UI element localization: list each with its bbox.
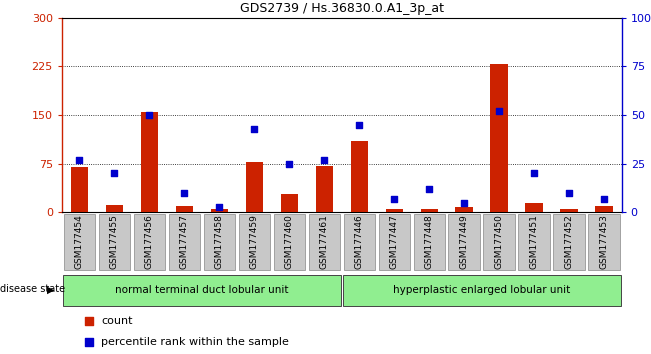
Text: GSM177458: GSM177458 (215, 214, 224, 269)
Text: count: count (101, 316, 133, 326)
Point (109, 171, 120, 176)
Point (319, 157, 329, 163)
Bar (210, 209, 228, 212)
Point (389, 196, 400, 202)
Text: GSM177452: GSM177452 (564, 214, 574, 269)
FancyBboxPatch shape (344, 213, 375, 270)
Bar (316, 166, 333, 212)
Bar (105, 205, 123, 212)
FancyBboxPatch shape (63, 275, 340, 306)
Text: GSM177459: GSM177459 (250, 214, 259, 269)
Text: GSM177460: GSM177460 (284, 214, 294, 269)
FancyBboxPatch shape (238, 213, 270, 270)
Point (424, 186, 434, 192)
FancyBboxPatch shape (169, 213, 200, 270)
Point (144, 112, 154, 118)
Text: GSM177456: GSM177456 (145, 214, 154, 269)
Point (467, 27, 478, 33)
Point (529, 171, 540, 176)
Point (599, 196, 609, 202)
Text: GSM177455: GSM177455 (110, 214, 119, 269)
Bar (245, 162, 263, 212)
Bar (456, 207, 473, 212)
FancyBboxPatch shape (309, 213, 340, 270)
Point (467, 224, 478, 229)
Text: normal terminal duct lobular unit: normal terminal duct lobular unit (115, 285, 288, 295)
Point (284, 161, 294, 167)
Point (354, 122, 365, 128)
FancyBboxPatch shape (484, 213, 515, 270)
Point (564, 190, 574, 196)
Text: GSM177449: GSM177449 (460, 214, 469, 269)
Bar (596, 206, 613, 212)
Text: GSM177453: GSM177453 (600, 214, 609, 269)
Bar (281, 194, 298, 212)
Point (74, 157, 85, 163)
Text: ▶: ▶ (47, 285, 55, 295)
Bar (176, 206, 193, 212)
Bar (490, 64, 508, 212)
Bar (385, 209, 403, 212)
Point (459, 200, 469, 205)
Bar (70, 167, 88, 212)
FancyBboxPatch shape (64, 213, 95, 270)
Text: GSM177454: GSM177454 (75, 214, 84, 269)
Bar (561, 209, 578, 212)
Bar (421, 209, 438, 212)
Text: hyperplastic enlarged lobular unit: hyperplastic enlarged lobular unit (393, 285, 570, 295)
FancyBboxPatch shape (589, 213, 620, 270)
FancyBboxPatch shape (553, 213, 585, 270)
FancyBboxPatch shape (378, 213, 410, 270)
Text: GSM177457: GSM177457 (180, 214, 189, 269)
Title: GDS2739 / Hs.36830.0.A1_3p_at: GDS2739 / Hs.36830.0.A1_3p_at (240, 2, 444, 15)
Text: GSM177446: GSM177446 (355, 214, 364, 269)
Bar (350, 141, 368, 212)
Text: GSM177447: GSM177447 (390, 214, 399, 269)
Text: GSM177448: GSM177448 (424, 214, 434, 269)
Point (249, 126, 260, 131)
Point (494, 108, 505, 114)
FancyBboxPatch shape (413, 213, 445, 270)
Text: disease state: disease state (0, 284, 65, 293)
FancyBboxPatch shape (449, 213, 480, 270)
Bar (525, 202, 543, 212)
FancyBboxPatch shape (204, 213, 235, 270)
Point (179, 190, 189, 196)
FancyBboxPatch shape (98, 213, 130, 270)
Text: GSM177461: GSM177461 (320, 214, 329, 269)
Bar (141, 112, 158, 212)
FancyBboxPatch shape (273, 213, 305, 270)
FancyBboxPatch shape (133, 213, 165, 270)
FancyBboxPatch shape (343, 275, 620, 306)
Text: GSM177451: GSM177451 (530, 214, 539, 269)
Text: GSM177450: GSM177450 (495, 214, 504, 269)
Point (214, 204, 225, 210)
FancyBboxPatch shape (518, 213, 550, 270)
Text: percentile rank within the sample: percentile rank within the sample (101, 337, 289, 348)
